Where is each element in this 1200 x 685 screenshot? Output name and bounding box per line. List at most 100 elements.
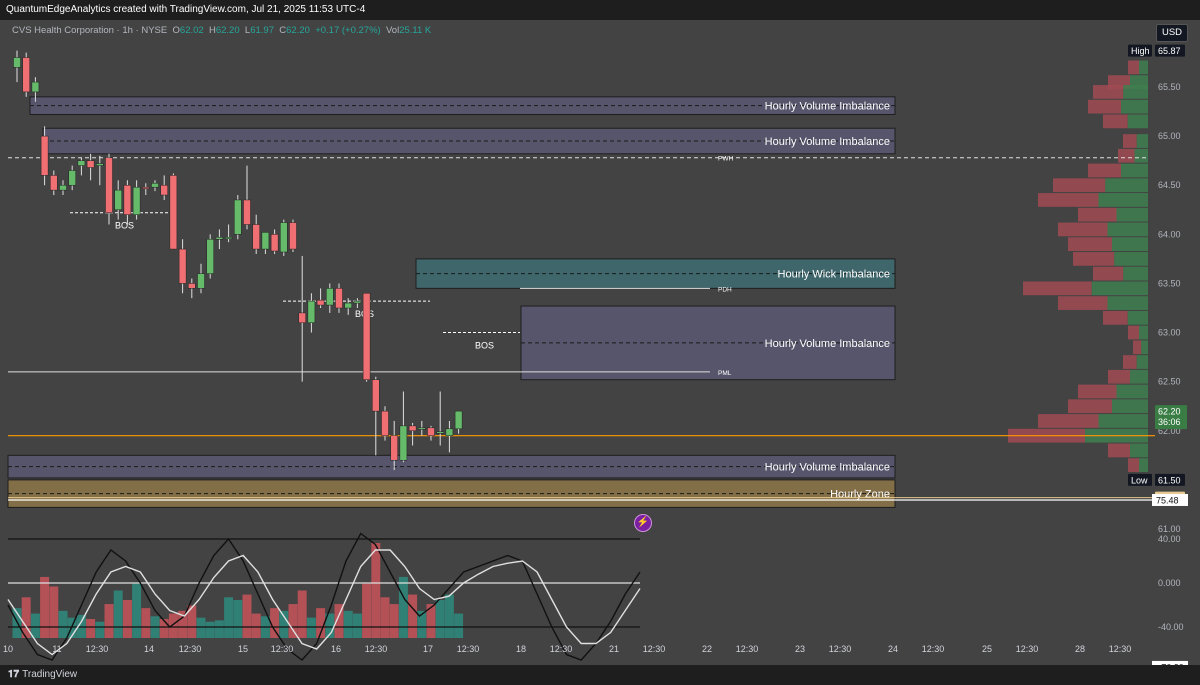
zone-label-2: Hourly Wick Imbalance	[778, 269, 890, 281]
candle-body	[160, 184, 168, 196]
volume-bar	[205, 621, 215, 638]
low-tag: Low	[1131, 475, 1148, 485]
legend-symbol: CVS Health Corporation · 1h · NYSE	[12, 25, 168, 36]
volume-bar	[58, 610, 68, 638]
candle-body	[197, 273, 205, 289]
profile-sell-bar	[1088, 163, 1121, 178]
x-tick-17: 23	[795, 644, 805, 654]
profile-sell-bar	[1108, 369, 1130, 384]
profile-buy-bar	[1141, 340, 1148, 355]
y-tick-1: 65.00	[1158, 131, 1181, 141]
volume-bar	[343, 610, 353, 638]
osc-lower-bg	[1152, 660, 1188, 665]
profile-buy-bar	[1136, 355, 1148, 369]
credit-text: QuantumEdgeAnalytics created with Tradin…	[6, 4, 366, 15]
volume-bar	[325, 613, 335, 638]
osc-tick-2: -40.00	[1158, 622, 1184, 632]
candle-body	[105, 157, 113, 213]
volume-bar	[371, 543, 381, 638]
tradingview-brand: TradingView	[22, 669, 78, 680]
profile-buy-bar	[1116, 207, 1148, 222]
tradingview-logo: 𝟏𝟕 TradingView	[8, 669, 77, 680]
high-price-bg	[1155, 44, 1185, 57]
legend-volume-label: Vol	[385, 25, 400, 36]
x-tick-16: 12:30	[736, 644, 759, 654]
level-label-1: PDH	[718, 286, 732, 293]
profile-buy-bar	[1130, 369, 1148, 384]
volume-bar	[104, 604, 114, 638]
volume-bar	[122, 600, 132, 638]
profile-buy-bar	[1139, 325, 1148, 340]
candle-body	[427, 427, 435, 436]
volume-bar	[334, 604, 344, 638]
candle-body	[353, 300, 362, 304]
price-axis[interactable]: 65.50 65.00 64.50 64.00 63.50 63.00 62.50 62.00…	[1128, 44, 1188, 665]
volume-bar	[306, 617, 316, 638]
osc-series-1	[7, 549, 641, 656]
volume-bar	[288, 604, 298, 638]
footer-bar: 𝟏𝟕 TradingView	[0, 665, 1200, 685]
candle-body	[68, 170, 76, 186]
candle-body	[418, 427, 426, 430]
high-tag-bg	[1128, 44, 1152, 57]
candle-body	[215, 237, 224, 240]
volume-bar	[178, 610, 188, 638]
x-tick-9: 17	[423, 644, 433, 654]
x-tick-10: 12:30	[457, 644, 480, 654]
candle-body	[252, 224, 260, 250]
imbalance-zones: Hourly Volume Imbalance Hourly Volume Imb…	[7, 96, 896, 508]
candle-body	[151, 183, 159, 188]
x-tick-23: 28	[1075, 644, 1085, 654]
volume-bar	[297, 590, 307, 638]
candle-body	[372, 379, 380, 412]
profile-buy-bar	[1114, 252, 1148, 266]
candle-body	[344, 302, 352, 309]
candlesticks	[13, 50, 463, 471]
candle-body	[436, 431, 444, 434]
volume-bar	[316, 608, 326, 638]
x-tick-1: 11	[52, 644, 61, 654]
currency-button[interactable]: USD	[1156, 24, 1188, 42]
volume-bar	[187, 605, 197, 638]
profile-buy-bar	[1123, 266, 1148, 281]
x-tick-7: 16	[331, 644, 341, 654]
volume-bar	[30, 613, 40, 638]
candle-body	[188, 283, 196, 289]
time-axis[interactable]: 10 11 12:30 14 12:30 15 12:30 16 12:30 17 12:30 18 1…	[3, 644, 1131, 654]
lightning-icon[interactable]: ⚡	[634, 514, 652, 532]
zone-label-1: Hourly Volume Imbalance	[765, 136, 890, 148]
profile-buy-bar	[1105, 178, 1148, 193]
x-tick-21: 25	[982, 644, 992, 654]
price-chart[interactable]: Hourly Volume Imbalance Hourly Volume Imb…	[0, 20, 1200, 665]
candle-body	[123, 184, 132, 215]
candle-body	[316, 299, 325, 306]
profile-buy-bar	[1130, 443, 1148, 458]
profile-sell-bar	[1078, 207, 1117, 222]
profile-buy-bar	[1091, 281, 1148, 296]
profile-sell-bar	[1103, 310, 1128, 325]
level-label-0: PWH	[718, 156, 733, 163]
candle-body	[142, 186, 150, 189]
level-label-2: PML	[718, 370, 732, 377]
volume-bar	[435, 600, 445, 638]
candle-body	[86, 160, 95, 168]
y-tick-7: 62.00	[1158, 426, 1181, 436]
x-tick-8: 12:30	[365, 644, 388, 654]
volume-bar	[279, 610, 289, 638]
legend-volume: 25.11 K	[399, 25, 432, 36]
zone-label-0: Hourly Volume Imbalance	[765, 101, 890, 113]
profile-sell-bar	[1038, 414, 1099, 428]
candle-body	[408, 425, 417, 432]
tv-logo-icon: 𝟏𝟕	[8, 669, 20, 680]
profile-sell-bar	[1108, 443, 1130, 458]
volume-bar	[86, 619, 96, 638]
profile-sell-bar	[1093, 85, 1124, 99]
volume-bar	[251, 613, 261, 638]
candle-body	[77, 160, 86, 166]
profile-sell-bar	[1093, 266, 1124, 281]
osc-upper-bg	[1152, 493, 1188, 506]
legend-low-label: L	[244, 25, 251, 36]
candle-body	[22, 57, 30, 93]
volume-bar	[233, 600, 243, 638]
candle-body	[224, 237, 233, 240]
